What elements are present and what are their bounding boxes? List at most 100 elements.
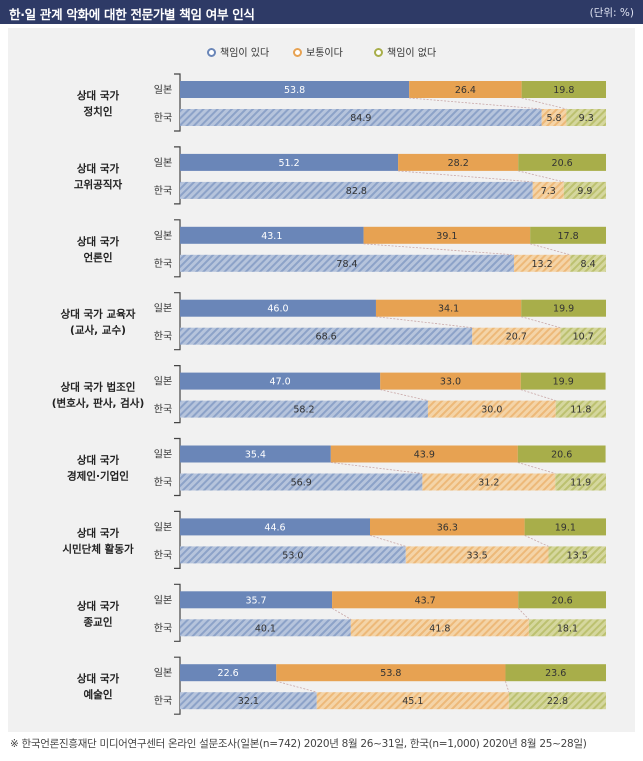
group-4: 상대 국가 교육자 (교사, 교수) 일본 46.0 34.1 19.9 한국 68.6 20.… xyxy=(61,292,606,351)
data-label: 19.9 xyxy=(553,304,574,315)
bar-responsible xyxy=(180,591,333,609)
chart-title: 한·일 관계 악화에 대한 전문가별 책임 여부 인식 xyxy=(9,7,255,22)
data-label: 17.8 xyxy=(558,231,579,242)
country-label: 일본 xyxy=(154,157,172,169)
country-label: 한국 xyxy=(154,185,172,197)
data-label: 19.1 xyxy=(555,522,576,533)
country-label: 일본 xyxy=(154,449,172,461)
country-label: 한국 xyxy=(154,549,172,561)
bar-neutral xyxy=(532,181,564,199)
connector-line xyxy=(518,170,564,183)
data-label: 53.8 xyxy=(380,668,401,679)
group-label: 상대 국가 xyxy=(77,672,120,685)
group-label: (변호사, 판사, 검사) xyxy=(52,397,145,410)
bar-not-responsible xyxy=(517,445,606,463)
group-label: 언론인 xyxy=(84,251,113,264)
connector-line xyxy=(524,535,549,547)
data-label: 13.5 xyxy=(567,550,588,561)
unit-label: (단위: %) xyxy=(589,7,634,19)
axis-bracket xyxy=(174,292,181,351)
axis-bracket xyxy=(174,365,181,424)
bar-not-responsible xyxy=(521,81,606,98)
data-label: 33.0 xyxy=(440,377,461,388)
country-label: 일본 xyxy=(154,84,172,96)
connector-line xyxy=(363,243,515,256)
data-label: 43.1 xyxy=(261,231,282,242)
bar-neutral xyxy=(472,327,561,345)
data-label: 53.0 xyxy=(282,550,303,561)
data-label: 35.4 xyxy=(245,450,266,461)
bar-responsible xyxy=(180,81,410,98)
bar-not-responsible xyxy=(548,546,606,564)
legend-label-not-responsible: 책임이 없다 xyxy=(387,48,437,59)
data-label: 33.5 xyxy=(467,550,488,561)
bar-not-responsible xyxy=(521,299,606,317)
bar-not-responsible xyxy=(520,372,606,390)
connector-line xyxy=(520,389,556,401)
bar-not-responsible xyxy=(555,473,606,491)
bar-neutral xyxy=(409,81,522,98)
data-label: 11.9 xyxy=(570,478,591,489)
bar-not-responsible xyxy=(560,327,606,345)
data-label: 78.4 xyxy=(336,259,357,270)
data-label: 40.1 xyxy=(255,623,276,634)
group-label: 상대 국가 xyxy=(77,454,120,467)
connector-line xyxy=(330,462,423,474)
connector-line xyxy=(530,243,571,256)
data-label: 43.7 xyxy=(415,595,436,606)
bar-responsible xyxy=(180,372,381,390)
bar-responsible xyxy=(180,546,406,564)
bar-responsible xyxy=(180,109,542,126)
bar-not-responsible xyxy=(563,181,606,199)
data-label: 5.8 xyxy=(546,113,561,124)
country-label: 한국 xyxy=(154,477,172,489)
group-label: 상대 국가 xyxy=(77,89,120,102)
axis-bracket xyxy=(174,437,181,497)
bar-not-responsible xyxy=(566,109,606,126)
data-label: 13.2 xyxy=(532,259,553,270)
connector-line xyxy=(276,680,317,693)
bar-not-responsible xyxy=(555,400,606,418)
data-label: 22.8 xyxy=(547,696,568,707)
group-label: 종교인 xyxy=(84,615,113,628)
data-label: 41.8 xyxy=(429,623,450,634)
data-label: 45.1 xyxy=(402,696,423,707)
data-label: 44.6 xyxy=(264,522,285,533)
group-label: 상대 국가 법조인 xyxy=(61,381,136,394)
legend-label-responsible: 책임이 있다 xyxy=(220,48,270,59)
bar-responsible xyxy=(180,518,370,536)
group-label: 상대 국가 xyxy=(77,235,120,248)
legend-item-not-responsible: 책임이 없다 xyxy=(374,44,436,59)
country-label: 한국 xyxy=(154,112,172,124)
legend: 책임이 있다 보통이다 책임이 없다 xyxy=(0,44,643,59)
group-label: 고위공직자 xyxy=(74,178,123,191)
legend-swatch-neutral xyxy=(293,48,302,57)
country-label: 일본 xyxy=(154,594,172,606)
bar-neutral xyxy=(276,664,506,682)
bar-responsible xyxy=(180,181,533,199)
bar-not-responsible xyxy=(570,254,606,272)
axis-bracket xyxy=(174,219,181,278)
data-label: 46.0 xyxy=(267,304,288,315)
data-label: 19.8 xyxy=(553,85,574,96)
country-label: 한국 xyxy=(154,404,172,416)
country-label: 일본 xyxy=(154,376,172,388)
connector-line xyxy=(380,389,429,401)
axis-bracket xyxy=(174,510,181,569)
bar-not-responsible xyxy=(518,591,606,609)
bar-responsible xyxy=(180,226,364,244)
legend-item-responsible: 책임이 있다 xyxy=(207,44,269,59)
bar-neutral xyxy=(427,400,556,418)
data-label: 22.6 xyxy=(218,668,239,679)
group-label: 상대 국가 xyxy=(77,162,120,175)
group-label: (교사, 교수) xyxy=(70,324,126,337)
data-label: 43.9 xyxy=(414,450,435,461)
bar-responsible xyxy=(180,445,331,463)
data-label: 20.7 xyxy=(506,332,527,343)
